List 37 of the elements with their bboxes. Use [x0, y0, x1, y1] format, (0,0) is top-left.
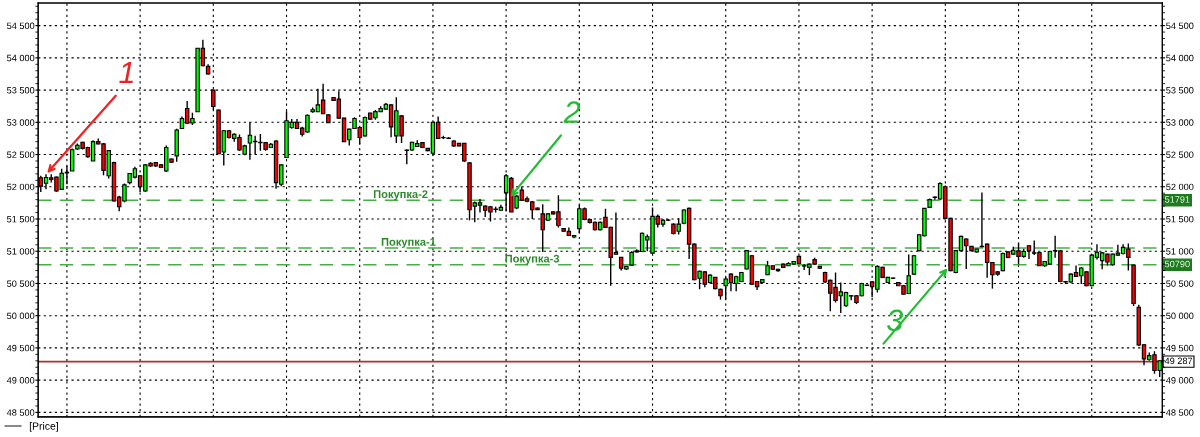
- y-tick-label: 54 500: [7, 22, 35, 30]
- y2-tick-label: 53 500: [1166, 87, 1194, 94]
- y2-tick-label: 52 000: [1166, 183, 1194, 191]
- y2-tick-label: 50 500: [1166, 280, 1194, 287]
- text: [Price]: [29, 422, 58, 432]
- y2-tick-label: 53 000: [1166, 119, 1194, 126]
- ref-line-label: Покупка-3: [505, 254, 560, 265]
- y-tick-label: 53 500: [7, 87, 35, 94]
- y-tick-label: 54 000: [7, 54, 35, 62]
- y-tick-label: 49 000: [6, 377, 35, 384]
- annotation: 50790: [1164, 260, 1190, 268]
- ref-line-label: Покупка-1: [381, 238, 436, 249]
- y2-tick-label: 48 500: [1166, 409, 1194, 416]
- annotation: 2: [563, 101, 581, 123]
- y2-tick-label: 50 000: [1166, 312, 1194, 320]
- y-tick-label: 53 000: [7, 119, 35, 126]
- y2-tick-label: 49 500: [1166, 344, 1194, 352]
- y2-tick-label: 52 500: [1166, 151, 1194, 158]
- y2-tick-label: 51 500: [1166, 215, 1194, 223]
- annotation: 49 287: [1164, 357, 1193, 365]
- y-tick-label: 50 500: [7, 280, 35, 287]
- y-tick-label: 52 500: [7, 151, 35, 158]
- candlestick: [911, 254, 917, 276]
- y-tick-label: 50 000: [7, 312, 35, 320]
- y-tick-label: 51 500: [7, 215, 35, 223]
- y2-tick-label: 54 500: [1166, 22, 1194, 30]
- y2-tick-label: 49 000: [1166, 377, 1194, 384]
- annotation: 51791: [1164, 196, 1190, 203]
- y2-tick-label: 51 000: [1166, 248, 1194, 255]
- y-tick-label: 48 500: [6, 409, 35, 416]
- candlestick: [320, 82, 326, 115]
- annotation: 1: [119, 61, 133, 83]
- y-tick-label: 52 000: [7, 183, 35, 191]
- y-tick-label: 51 000: [7, 248, 35, 255]
- ref-line-label: Покупка-2: [373, 190, 428, 201]
- y-tick-label: 49 500: [6, 344, 35, 352]
- y2-tick-label: 54 000: [1166, 54, 1194, 62]
